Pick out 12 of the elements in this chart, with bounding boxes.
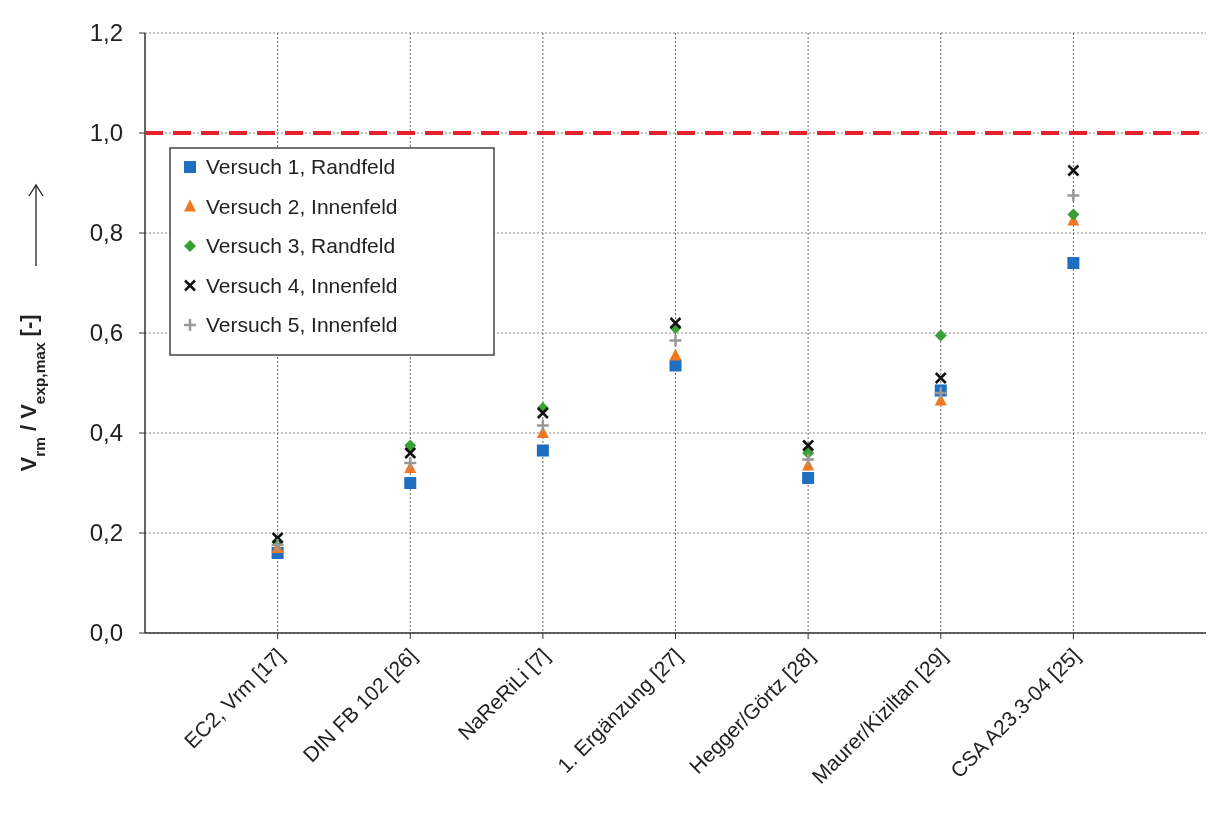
legend-label: Versuch 5, Innenfeld bbox=[206, 313, 398, 337]
y-tick-label: 0,6 bbox=[89, 319, 123, 347]
legend-label: Versuch 3, Randfeld bbox=[206, 234, 396, 258]
y-tick-label: 0,2 bbox=[89, 519, 123, 547]
y-tick-label: 0,0 bbox=[89, 619, 123, 647]
y-tick-label: 1,0 bbox=[89, 119, 123, 147]
y-tick-label: 0,4 bbox=[89, 419, 123, 447]
legend-label: Versuch 2, Innenfeld bbox=[206, 194, 398, 218]
legend-label: Versuch 4, Innenfeld bbox=[206, 273, 398, 297]
y-tick-label: 1,2 bbox=[89, 19, 123, 47]
y-tick-label: 0,8 bbox=[89, 219, 123, 247]
legend-label: Versuch 1, Randfeld bbox=[206, 155, 396, 179]
